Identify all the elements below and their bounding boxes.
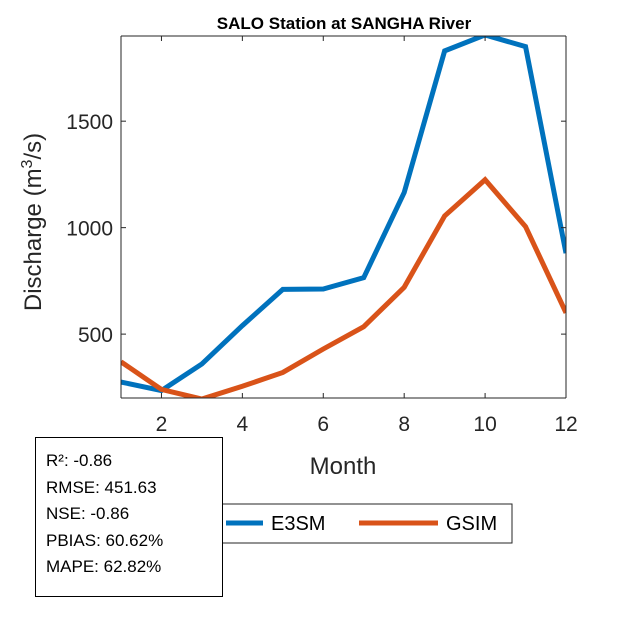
stat-mape: MAPE: 62.82% <box>46 557 162 576</box>
x-tick-label: 12 <box>554 413 577 436</box>
y-tick-label: 500 <box>78 324 113 347</box>
y-tick-label: 1500 <box>66 111 113 134</box>
x-tick-label: 2 <box>156 413 168 436</box>
legend-label-gsim: GSIM <box>446 513 497 535</box>
stats-box: R²: -0.86 RMSE: 451.63 NSE: -0.86 PBIAS: 60… <box>35 437 223 597</box>
x-tick-label: 10 <box>473 413 496 436</box>
y-ticks: 500 1000 1500 <box>66 111 566 347</box>
stat-nse: NSE: -0.86 <box>46 504 130 523</box>
x-tick-label: 4 <box>237 413 249 436</box>
y-axis-label-end: /s) <box>20 133 47 160</box>
legend-label-e3sm: E3SM <box>271 513 325 535</box>
plot-area <box>121 36 566 398</box>
stat-pbias: PBIAS: 60.62% <box>46 530 164 550</box>
x-tick-label: 8 <box>398 413 410 436</box>
y-axis-label-main: Discharge (m <box>20 168 47 311</box>
series-layer <box>121 36 566 398</box>
series-line-gsim <box>121 176 566 398</box>
axes-frame <box>120 35 567 399</box>
y-axis-label-superscript: 3 <box>19 159 36 168</box>
x-ticks: 2 4 6 8 10 12 <box>156 36 578 436</box>
plot-background <box>121 36 566 398</box>
series-line-e3sm <box>121 36 566 394</box>
y-axis-label: Discharge (m3/s) <box>19 133 47 311</box>
chart-title: SALO Station at SANGHA River <box>217 14 472 33</box>
y-tick-label: 1000 <box>66 218 113 241</box>
x-tick-label: 6 <box>317 413 329 436</box>
x-axis-label: Month <box>310 453 377 480</box>
stat-r: R²: -0.86 <box>46 451 113 470</box>
legend: E3SM GSIM <box>221 503 513 544</box>
stat-rmse: RMSE: 451.63 <box>46 477 157 497</box>
